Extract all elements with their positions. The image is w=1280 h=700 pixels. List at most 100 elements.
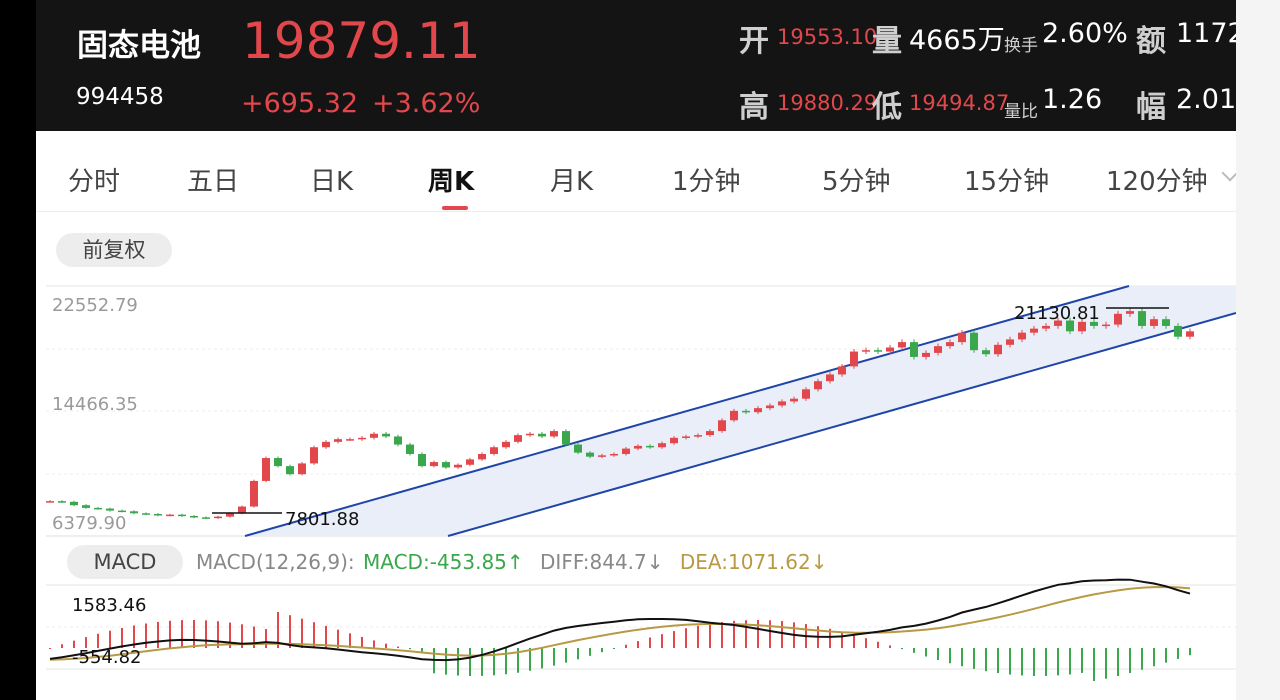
candle bbox=[250, 480, 258, 507]
macd-bar bbox=[277, 611, 279, 648]
macd-bar bbox=[301, 618, 303, 648]
adjust-toggle[interactable]: 前复权 bbox=[56, 233, 172, 267]
candle bbox=[298, 463, 306, 475]
macd-bar bbox=[961, 648, 963, 667]
candle bbox=[178, 514, 186, 517]
candle bbox=[118, 510, 126, 513]
macd-bar bbox=[865, 638, 867, 648]
channel-fill bbox=[245, 286, 1236, 536]
macd-bar bbox=[325, 625, 327, 648]
macd-bar bbox=[553, 648, 555, 666]
quote-header: 固态电池 994458 19879.11 +695.32 +3.62% 开 19… bbox=[36, 0, 1236, 131]
candle bbox=[1078, 321, 1086, 332]
macd-bar bbox=[1033, 648, 1035, 676]
macd-bar bbox=[457, 648, 459, 676]
candle bbox=[730, 410, 738, 421]
macd-bar bbox=[709, 623, 711, 648]
tab-weekly-k[interactable]: 周K bbox=[428, 167, 475, 197]
y-tick-label: 6379.90 bbox=[52, 513, 126, 534]
candle bbox=[1042, 325, 1050, 329]
macd-bar bbox=[193, 620, 195, 648]
tab-daily-k[interactable]: 日K bbox=[310, 167, 354, 197]
candle bbox=[274, 458, 282, 467]
macd-bar bbox=[529, 648, 531, 671]
tab-5min[interactable]: 5分钟 bbox=[822, 167, 891, 197]
macd-params: MACD(12,26,9): bbox=[196, 550, 355, 574]
candle bbox=[1006, 339, 1014, 345]
macd-bar bbox=[541, 648, 543, 669]
stock-price: 19879.11 bbox=[242, 12, 481, 70]
candle bbox=[622, 448, 630, 454]
candle bbox=[790, 398, 798, 402]
candle bbox=[130, 511, 138, 514]
macd-value: MACD:-453.85↑ bbox=[363, 550, 524, 574]
macd-bar bbox=[757, 620, 759, 648]
macd-bar bbox=[1177, 648, 1179, 659]
macd-bar bbox=[517, 648, 519, 673]
tab-intraday[interactable]: 分时 bbox=[68, 167, 121, 197]
open-value: 19553.10 bbox=[777, 25, 878, 49]
tab-120min[interactable]: 120分钟 bbox=[1106, 167, 1208, 197]
macd-bar bbox=[241, 624, 243, 648]
macd-bar bbox=[589, 648, 591, 656]
macd-bar bbox=[889, 645, 891, 648]
turnover-value: 2.60% bbox=[1042, 18, 1128, 49]
candle bbox=[598, 455, 606, 457]
open-label: 开 bbox=[739, 24, 769, 59]
app-window: 固态电池 994458 19879.11 +695.32 +3.62% 开 19… bbox=[36, 0, 1236, 700]
tab-1min[interactable]: 1分钟 bbox=[672, 167, 741, 197]
active-tab-indicator bbox=[442, 206, 468, 210]
diff-value: DIFF:844.7↓ bbox=[540, 550, 664, 574]
macd-bar bbox=[853, 634, 855, 648]
channel-upper-line bbox=[244, 285, 1130, 537]
candle bbox=[238, 506, 246, 514]
amplitude-value: 2.01% bbox=[1176, 84, 1236, 115]
macd-bar bbox=[445, 648, 447, 675]
stock-name: 固态电池 bbox=[77, 28, 201, 64]
macd-bar bbox=[925, 648, 927, 657]
candle bbox=[94, 507, 102, 510]
candle bbox=[634, 445, 642, 449]
candle bbox=[658, 443, 666, 448]
candle bbox=[466, 459, 474, 465]
macd-tick-label: -554.82 bbox=[72, 647, 141, 668]
candle bbox=[166, 514, 174, 517]
amount-value: 1172 bbox=[1176, 18, 1236, 49]
macd-bar bbox=[121, 627, 123, 648]
macd-bar bbox=[1081, 648, 1083, 673]
candle bbox=[490, 447, 498, 454]
macd-tick-label: 1583.46 bbox=[72, 595, 146, 616]
candle bbox=[442, 462, 450, 468]
side-margin bbox=[1236, 0, 1280, 700]
macd-bar bbox=[841, 631, 843, 648]
tab-15min[interactable]: 15分钟 bbox=[964, 167, 1050, 197]
macd-bar bbox=[1165, 648, 1167, 663]
macd-bar bbox=[1117, 648, 1119, 677]
candle bbox=[982, 350, 990, 355]
candle bbox=[70, 501, 78, 506]
macd-bar bbox=[313, 622, 315, 648]
candle bbox=[778, 401, 786, 406]
candle bbox=[970, 332, 978, 351]
macd-bar bbox=[733, 620, 735, 648]
macd-bar bbox=[1045, 648, 1047, 676]
candle bbox=[562, 431, 570, 445]
macd-bar bbox=[361, 636, 363, 648]
macd-bar bbox=[133, 625, 135, 648]
candle bbox=[526, 433, 534, 436]
candle bbox=[574, 444, 582, 453]
kline-chart: 22552.79 14466.35 6379.90 7801.88 21130.… bbox=[46, 285, 1236, 682]
price-change-pct: +3.62% bbox=[372, 88, 481, 119]
tab-monthly-k[interactable]: 月K bbox=[550, 167, 594, 197]
channel-lower-line bbox=[447, 312, 1236, 537]
candle bbox=[1186, 331, 1194, 337]
candle bbox=[946, 342, 954, 347]
macd-bar bbox=[493, 648, 495, 676]
candle bbox=[694, 435, 702, 437]
macd-indicator-button[interactable]: MACD bbox=[67, 545, 183, 579]
candle bbox=[190, 515, 198, 518]
low-label: 低 bbox=[872, 90, 902, 125]
candle bbox=[1138, 311, 1146, 326]
tab-five-day[interactable]: 五日 bbox=[187, 167, 240, 197]
candle bbox=[406, 444, 414, 454]
